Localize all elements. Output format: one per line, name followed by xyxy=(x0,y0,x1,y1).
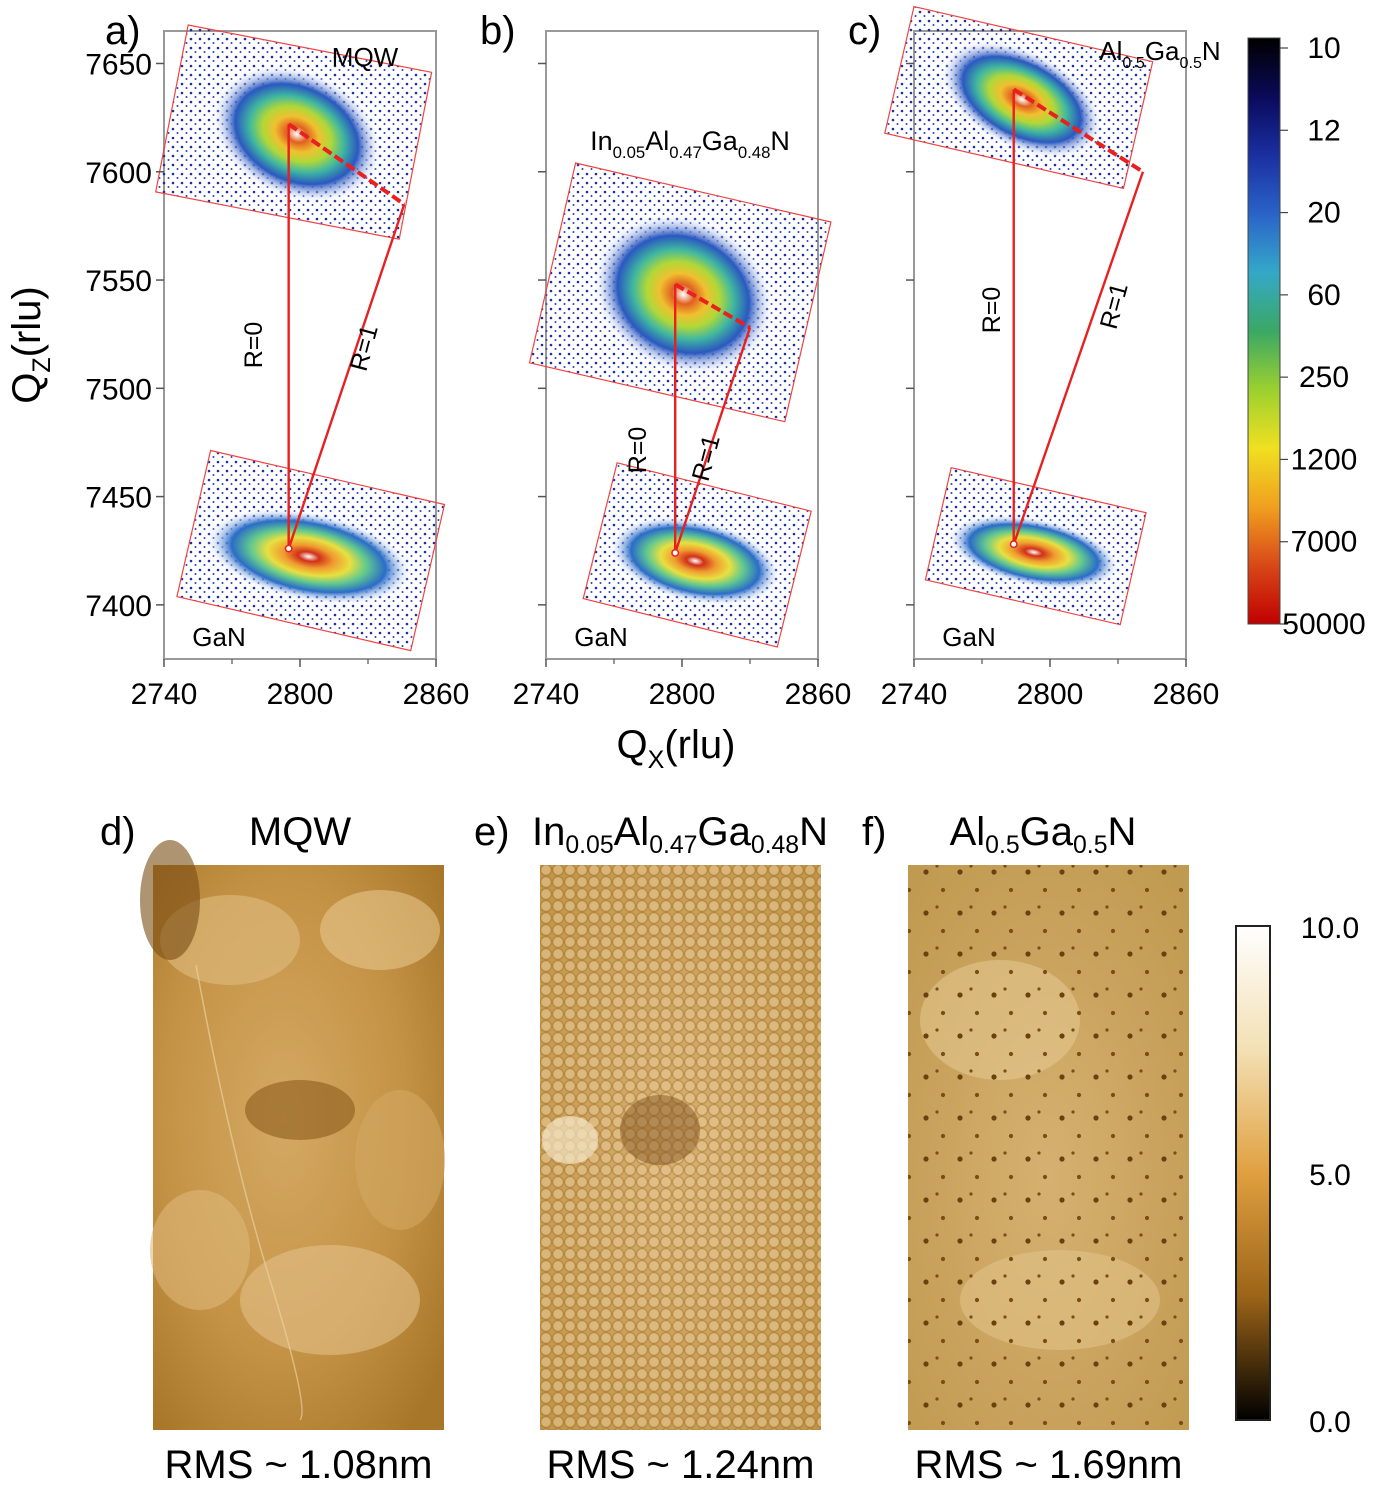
x-tick-label: 2800 xyxy=(267,678,334,711)
rsm-colorbar: 10 12 20 60 250 1200 7000 50000 xyxy=(1247,32,1366,641)
x-tick-label: 2860 xyxy=(403,678,470,711)
x-tick-label: 2740 xyxy=(131,678,198,711)
layer-peak-contours xyxy=(592,212,775,376)
relaxation-triangle-link xyxy=(674,282,752,330)
y-tick-label: 7400 xyxy=(85,590,152,623)
afm-panel-e: e) In0.05Al0.47Ga0.48N RMS ~ 1.24nm xyxy=(474,810,828,1486)
panel-letter: e) xyxy=(474,810,510,854)
y-tick-label: 7650 xyxy=(85,48,152,81)
afm-terrace xyxy=(240,1245,420,1355)
afm-bright-spot xyxy=(542,1116,598,1164)
x-tick-label: 2740 xyxy=(881,678,948,711)
layer-peak-contours xyxy=(940,39,1104,159)
afm-colorbar-label: 0.0 xyxy=(1309,1406,1351,1439)
y-axis-label: QZ(rlu) xyxy=(5,286,56,404)
r1-line xyxy=(287,203,406,549)
rsm-colorbar-label: 12 xyxy=(1307,114,1340,147)
layer-label: Al0.5Ga0.5N xyxy=(1099,36,1220,72)
afm-terrace xyxy=(245,1080,355,1140)
afm-scratch xyxy=(195,964,303,1421)
gan-peak-contours xyxy=(608,515,782,606)
afm-panel-d: d) MQW RMS ~ 1.08nm xyxy=(100,810,445,1486)
afm-title: MQW xyxy=(249,810,351,854)
panel-letter: c) xyxy=(848,9,881,53)
relaxation-triangle-link xyxy=(287,122,406,206)
afm-depression xyxy=(620,1095,700,1165)
gan-peak-marker xyxy=(284,544,293,553)
panel-letter: a) xyxy=(105,9,141,53)
relaxation-triangle-link xyxy=(1012,87,1145,174)
rsm-colorbar-label: 60 xyxy=(1307,279,1340,312)
y-tick-label: 7450 xyxy=(85,482,152,515)
r0-label: R=0 xyxy=(978,287,1006,334)
substrate-label: GaN xyxy=(192,622,245,652)
layer-label: In0.05Al0.47Ga0.48N xyxy=(590,126,790,162)
substrate-label: GaN xyxy=(574,622,627,652)
gan-peak-marker xyxy=(1009,540,1018,549)
y-tick-label: 7500 xyxy=(85,373,152,406)
afm-title: Al0.5Ga0.5N xyxy=(950,810,1137,859)
x-tick-label: 2800 xyxy=(649,678,716,711)
x-axis-label: QX(rlu) xyxy=(617,723,736,774)
panel-letter: b) xyxy=(480,9,516,53)
afm-title: In0.05Al0.47Ga0.48N xyxy=(532,810,828,859)
rsm-colorbar-label: 10 xyxy=(1307,32,1340,65)
afm-colorbar-label: 5.0 xyxy=(1309,1159,1351,1192)
rsm-colorbar-gradient xyxy=(1247,37,1281,625)
y-tick-label: 7550 xyxy=(85,265,152,298)
rms-label: RMS ~ 1.24nm xyxy=(547,1443,815,1486)
substrate-label: GaN xyxy=(942,622,995,652)
x-tick-label: 2800 xyxy=(1017,678,1084,711)
r1-line xyxy=(1012,171,1145,545)
layer-label: MQW xyxy=(332,42,399,72)
rsm-colorbar-label: 7000 xyxy=(1291,526,1358,559)
gan-peak-contours xyxy=(204,508,413,606)
afm-colorbar-label: 10.0 xyxy=(1301,912,1359,945)
layer-peak-contours xyxy=(211,64,383,204)
panel-letter: d) xyxy=(100,810,136,854)
afm-pits xyxy=(908,865,1189,1430)
gan-peak-contours xyxy=(947,514,1121,591)
afm-colorbar-gradient xyxy=(1235,925,1271,1421)
r1-line xyxy=(674,327,752,554)
x-tick-label: 2740 xyxy=(513,678,580,711)
r0-label: R=0 xyxy=(240,322,268,369)
x-tick-label: 2860 xyxy=(1153,678,1220,711)
panel-letter: f) xyxy=(862,810,886,854)
rms-label: RMS ~ 1.08nm xyxy=(165,1443,433,1486)
rsm-colorbar-label: 20 xyxy=(1307,197,1340,230)
afm-terrace xyxy=(320,890,440,970)
rsm-colorbar-label: 250 xyxy=(1299,361,1349,394)
afm-colorbar: 10.0 5.0 0.0 xyxy=(1235,912,1359,1439)
afm-terrace xyxy=(150,1190,250,1310)
rms-label: RMS ~ 1.69nm xyxy=(915,1443,1183,1486)
afm-terrace xyxy=(355,1090,445,1230)
r0-label: R=0 xyxy=(624,427,652,474)
afm-panel-f: f) Al0.5Ga0.5N RMS ~ 1.69nm xyxy=(862,810,1189,1486)
x-tick-label: 2860 xyxy=(785,678,852,711)
rsm-colorbar-label: 50000 xyxy=(1282,608,1365,641)
afm-terrace xyxy=(140,840,200,960)
rsm-colorbar-label: 1200 xyxy=(1291,443,1358,476)
gan-peak-marker xyxy=(671,548,680,557)
afm-images: d) MQW RMS ~ 1.08nm e) In0.05Al0.47Ga0.48N RM… xyxy=(100,810,1189,1486)
y-tick-label: 7600 xyxy=(85,157,152,190)
